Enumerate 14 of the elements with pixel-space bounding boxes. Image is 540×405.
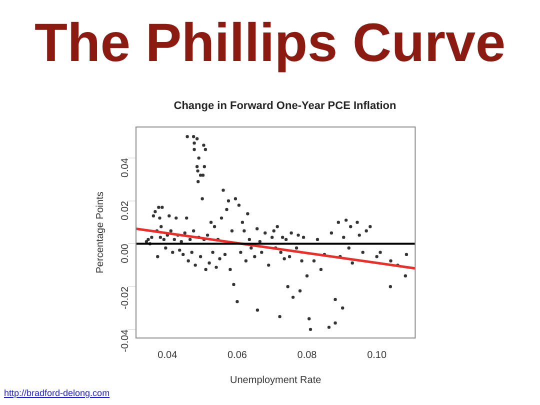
y-tick-label: 0.04 (120, 158, 131, 178)
chart-subtitle: Change in Forward One-Year PCE Inflation (172, 100, 398, 112)
chart-title: The Phillips Curve (33, 12, 507, 74)
y-axis-title: Percentage Points (94, 192, 106, 274)
x-tick-label: 0.04 (158, 350, 178, 361)
y-tick-label: 0.00 (120, 243, 131, 264)
y-tick-label: -0.04 (120, 328, 131, 352)
x-tick-label: 0.08 (297, 350, 318, 361)
y-tick-label: -0.02 (120, 286, 131, 310)
text: http://bradford-delong.com (4, 388, 110, 398)
x-tick-label: 0.06 (227, 350, 248, 361)
y-tick-label: 0.02 (120, 200, 131, 220)
x-tick-label: 0.10 (367, 350, 387, 361)
x-axis-title: Unemployment Rate (230, 374, 322, 386)
